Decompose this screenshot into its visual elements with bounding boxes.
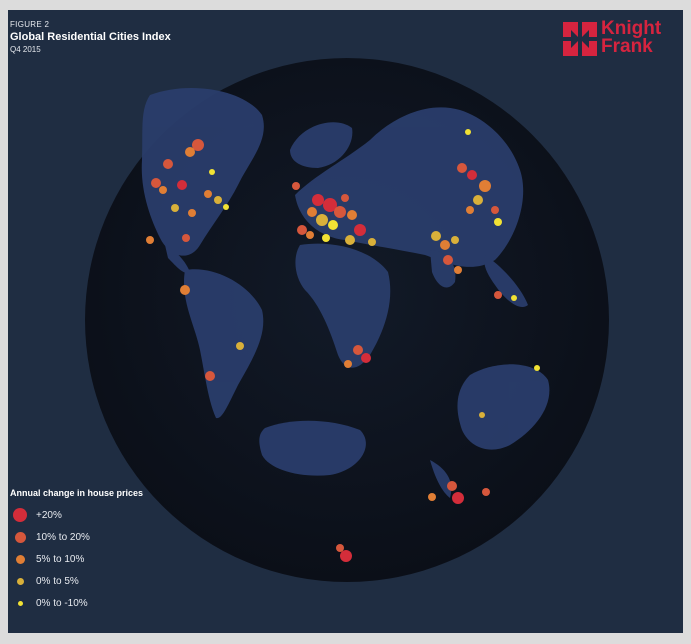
landmasses xyxy=(141,87,550,498)
city-marker xyxy=(336,544,344,552)
legend-item: +20% xyxy=(10,504,143,526)
city-marker xyxy=(188,209,196,217)
city-marker xyxy=(466,206,474,214)
legend-dot-icon xyxy=(16,577,24,585)
city-marker xyxy=(209,169,215,175)
city-markers xyxy=(146,129,540,562)
land-new-zealand xyxy=(430,460,452,498)
legend-dot-icon xyxy=(14,531,26,543)
city-marker xyxy=(368,238,376,246)
city-marker xyxy=(361,353,371,363)
city-marker xyxy=(322,234,330,242)
city-marker xyxy=(177,180,187,190)
city-marker xyxy=(347,210,357,220)
legend-title: Annual change in house prices xyxy=(10,488,144,498)
city-marker xyxy=(328,220,338,230)
city-marker xyxy=(344,360,352,368)
land-north-america xyxy=(141,87,264,256)
city-marker xyxy=(440,240,450,250)
city-marker xyxy=(467,170,477,180)
city-marker xyxy=(316,214,328,226)
city-marker xyxy=(151,178,161,188)
city-marker xyxy=(452,492,464,504)
city-marker xyxy=(454,266,462,274)
legend-item: 5% to 10% xyxy=(10,548,143,570)
legend-item: 10% to 20% xyxy=(10,526,143,548)
land-southeast-asia xyxy=(484,255,528,308)
figure-label: FIGURE 2 xyxy=(10,20,50,29)
city-marker xyxy=(205,371,215,381)
legend-label: 0% to -10% xyxy=(36,597,88,609)
city-marker xyxy=(443,255,453,265)
city-marker xyxy=(214,196,222,204)
city-marker xyxy=(323,198,337,212)
city-marker xyxy=(341,194,349,202)
land-eurasia xyxy=(295,107,524,267)
city-marker xyxy=(479,180,491,192)
logo-mark-icon xyxy=(563,22,597,56)
figure-title: Global Residential Cities Index xyxy=(10,31,171,43)
legend: Annual change in house prices +20% 10% t… xyxy=(10,488,143,614)
land-africa xyxy=(295,243,391,368)
city-marker xyxy=(340,550,352,562)
logo-text: Knight Frank xyxy=(601,18,662,57)
city-marker xyxy=(236,342,244,350)
city-marker xyxy=(447,481,457,491)
city-marker xyxy=(159,186,167,194)
city-marker xyxy=(353,345,363,355)
city-marker xyxy=(491,206,499,214)
city-marker xyxy=(180,285,190,295)
city-marker xyxy=(479,412,485,418)
legend-label: 0% to 5% xyxy=(36,575,79,587)
city-marker xyxy=(192,139,204,151)
logo-line2: Frank xyxy=(601,36,653,57)
city-marker xyxy=(306,231,314,239)
land-antarctica xyxy=(259,420,366,476)
legend-dot-icon xyxy=(17,600,23,606)
city-marker xyxy=(146,236,154,244)
figure-subtitle: Q4 2015 xyxy=(10,45,41,54)
land-greenland xyxy=(290,122,353,168)
city-marker xyxy=(494,218,502,226)
city-marker xyxy=(473,195,483,205)
legend-dot-icon xyxy=(15,554,25,564)
city-marker xyxy=(482,488,490,496)
city-marker xyxy=(307,207,317,217)
land-australia xyxy=(457,364,550,450)
city-marker xyxy=(354,224,366,236)
city-marker xyxy=(292,182,300,190)
city-marker xyxy=(345,235,355,245)
city-marker xyxy=(185,147,195,157)
city-marker xyxy=(204,190,212,198)
legend-item: 0% to 5% xyxy=(10,570,143,592)
city-marker xyxy=(431,231,441,241)
land-central-america xyxy=(165,245,190,273)
city-marker xyxy=(163,159,173,169)
city-marker xyxy=(465,129,471,135)
legend-label: 5% to 10% xyxy=(36,553,85,565)
legend-item: 0% to -10% xyxy=(10,592,143,614)
legend-label: +20% xyxy=(36,509,62,521)
city-marker xyxy=(511,295,517,301)
city-marker xyxy=(312,194,324,206)
city-marker xyxy=(451,236,459,244)
city-marker xyxy=(457,163,467,173)
legend-label: 10% to 20% xyxy=(36,531,90,543)
land-south-america xyxy=(183,269,264,419)
city-marker xyxy=(182,234,190,242)
figure-header: FIGURE 2 Global Residential Cities Index… xyxy=(10,20,171,54)
legend-dot-icon xyxy=(13,508,27,522)
logo-line1: Knight xyxy=(601,18,662,39)
city-marker xyxy=(223,204,229,210)
city-marker xyxy=(428,493,436,501)
city-marker xyxy=(494,291,502,299)
city-marker xyxy=(534,365,540,371)
city-marker xyxy=(171,204,179,212)
city-marker xyxy=(297,225,307,235)
knight-frank-logo: Knight Frank xyxy=(563,18,673,60)
city-marker xyxy=(334,206,346,218)
